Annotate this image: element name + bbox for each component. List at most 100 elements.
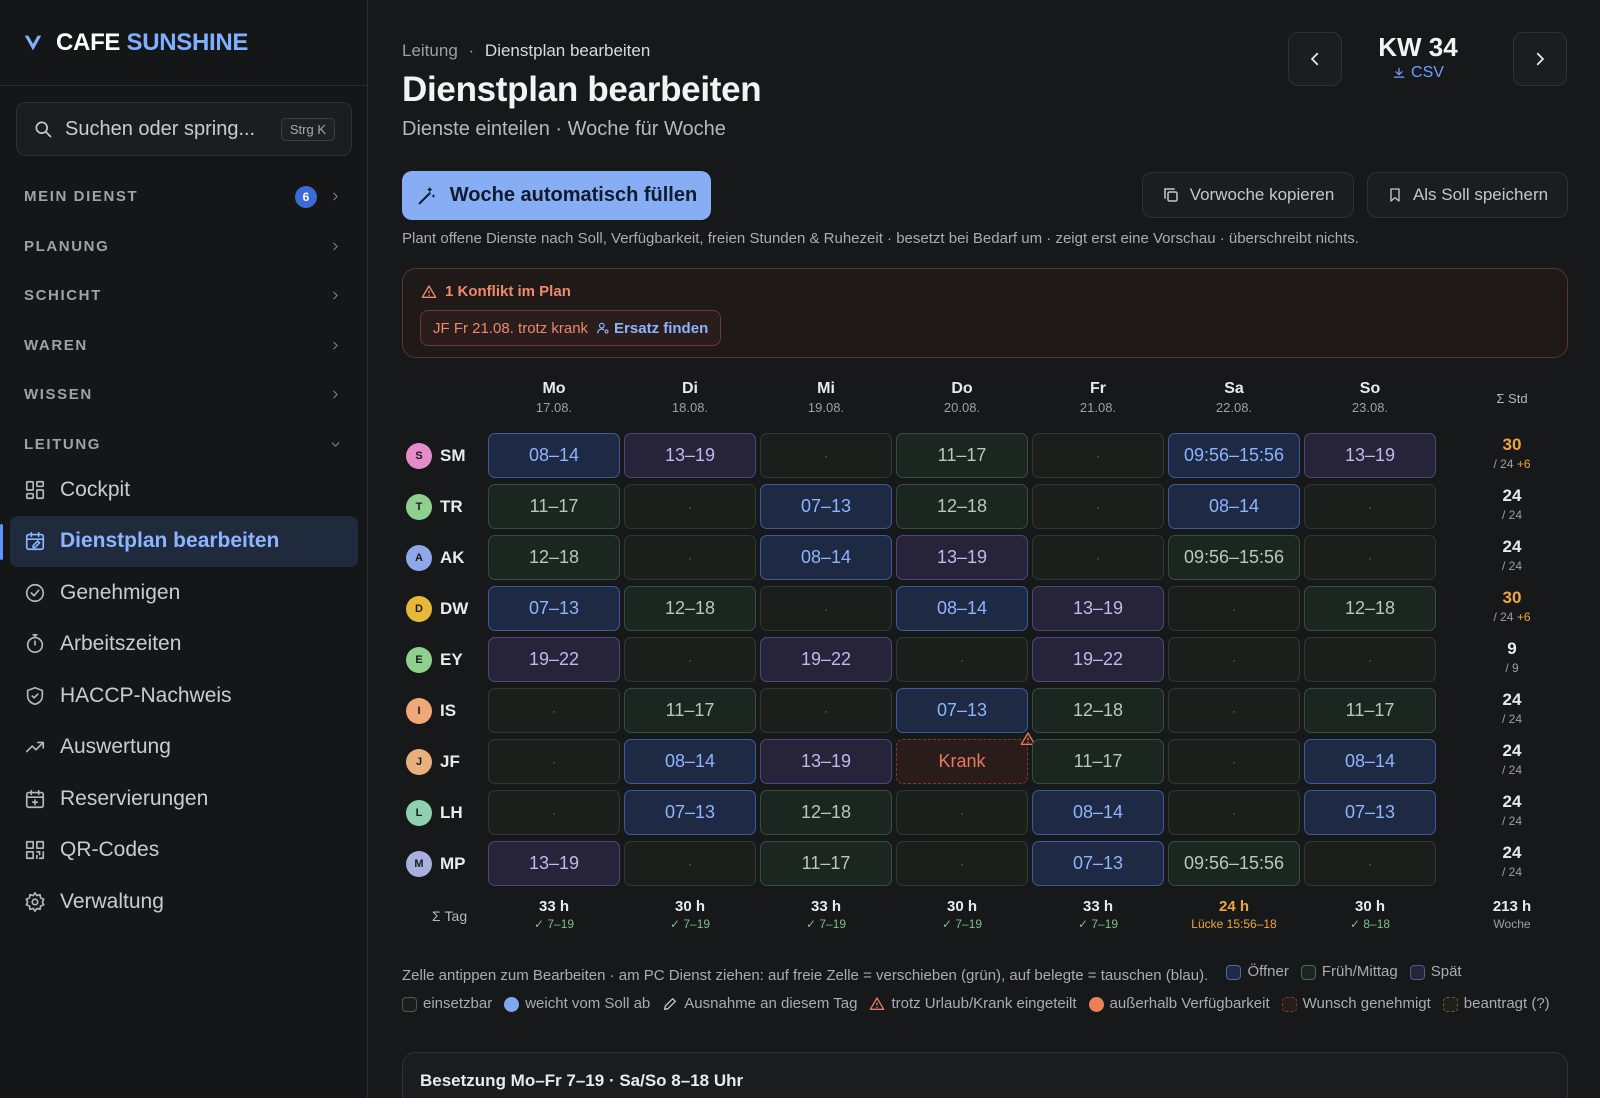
shift-cell[interactable]: · [1032,433,1164,478]
shift-cell[interactable]: · [760,688,892,733]
shift-cell[interactable]: · [624,841,756,886]
shift-cell[interactable]: · [896,637,1028,682]
sidebar-item-arbeitszeiten[interactable]: Arbeitszeiten [10,619,358,671]
shift-cell[interactable]: 09:56–15:56 [1168,841,1300,886]
save-as-target-button[interactable]: Als Soll speichern [1367,172,1568,218]
sidebar-item-verwaltung[interactable]: Verwaltung [10,876,358,928]
sidebar-item-haccp-nachweis[interactable]: HACCP-Nachweis [10,670,358,722]
sidebar-item-cockpit[interactable]: Cockpit [10,464,358,516]
employee-ey[interactable]: E EY [406,637,463,683]
employee-is[interactable]: I IS [406,688,456,734]
shift-cell[interactable]: · [1168,790,1300,835]
shift-cell[interactable]: 07–13 [624,790,756,835]
shift-cell[interactable]: 12–18 [488,535,620,580]
nav-section-leitung[interactable]: LEITUNG [0,420,368,470]
shift-cell[interactable]: 11–17 [488,484,620,529]
shift-cell[interactable]: · [624,535,756,580]
employee-lh[interactable]: L LH [406,790,463,836]
shift-cell[interactable]: · [1304,637,1436,682]
employee-jf[interactable]: J JF [406,739,460,785]
shift-cell[interactable]: 07–13 [1304,790,1436,835]
shift-cell[interactable]: 11–17 [1032,739,1164,784]
shift-cell[interactable]: · [1032,484,1164,529]
shift-cell[interactable]: 11–17 [624,688,756,733]
nav-section-mein-dienst[interactable]: MEIN DIENST 6 [0,172,368,222]
shift-cell[interactable]: 12–18 [1032,688,1164,733]
shift-cell[interactable]: · [624,637,756,682]
shift-cell[interactable]: 12–18 [896,484,1028,529]
shift-cell[interactable]: 11–17 [1304,688,1436,733]
shift-cell[interactable]: 09:56–15:56 [1168,433,1300,478]
sidebar-item-reservierungen[interactable]: Reservierungen [10,773,358,825]
shift-cell[interactable]: · [1304,535,1436,580]
nav-section-waren[interactable]: WAREN [0,321,368,371]
shift-cell[interactable]: 19–22 [488,637,620,682]
employee-dw[interactable]: D DW [406,586,468,632]
shift-cell[interactable]: · [896,790,1028,835]
shift-cell[interactable]: 08–14 [1304,739,1436,784]
shift-cell[interactable]: · [624,484,756,529]
shift-cell[interactable]: 13–19 [1304,433,1436,478]
breadcrumb-parent[interactable]: Leitung [402,41,458,60]
employee-sm[interactable]: S SM [406,433,466,479]
prev-week-button[interactable] [1288,32,1342,86]
shift-cell[interactable]: 07–13 [1032,841,1164,886]
shift-cell[interactable]: · [1168,739,1300,784]
shift-cell[interactable]: 11–17 [896,433,1028,478]
shift-cell[interactable]: · [488,688,620,733]
shift-cell[interactable]: · [760,586,892,631]
shift-cell[interactable]: 07–13 [760,484,892,529]
shift-cell[interactable]: 08–14 [1168,484,1300,529]
nav-section-schicht[interactable]: SCHICHT [0,271,368,321]
shift-cell[interactable]: · [1168,586,1300,631]
search-input[interactable]: Suchen oder spring... [65,117,256,140]
shift-cell[interactable]: 07–13 [896,688,1028,733]
employee-tr[interactable]: T TR [406,484,463,530]
shift-cell[interactable]: 09:56–15:56 [1168,535,1300,580]
conflict-item[interactable]: JF Fr 21.08. trotz krank Ersatz finden [420,310,722,346]
sidebar-item-label: Dienstplan bearbeiten [60,529,280,553]
nav-section-wissen[interactable]: WISSEN [0,370,368,420]
brand[interactable]: CAFE SUNSHINE [0,0,367,86]
shift-cell[interactable]: 13–19 [488,841,620,886]
shift-cell[interactable]: 07–13 [488,586,620,631]
shift-cell[interactable]: 13–19 [896,535,1028,580]
shift-cell[interactable]: · [488,739,620,784]
autofill-week-button[interactable]: Woche automatisch füllen [402,171,711,220]
search-box[interactable]: Suchen oder spring... Strg K [16,102,352,156]
shift-cell[interactable]: 08–14 [624,739,756,784]
shift-cell[interactable]: 12–18 [1304,586,1436,631]
shift-cell[interactable]: Krank [896,739,1028,784]
employee-ak[interactable]: A AK [406,535,465,581]
shift-cell[interactable]: · [1168,688,1300,733]
shift-cell[interactable]: · [1168,637,1300,682]
shift-cell[interactable]: 12–18 [760,790,892,835]
shift-cell[interactable]: 11–17 [760,841,892,886]
shift-cell[interactable]: 08–14 [896,586,1028,631]
copy-previous-week-button[interactable]: Vorwoche kopieren [1142,172,1354,218]
csv-download-link[interactable]: CSV [1358,64,1478,82]
shift-cell[interactable]: · [1032,535,1164,580]
sidebar-item-dienstplan-bearbeiten[interactable]: Dienstplan bearbeiten [0,515,358,567]
shift-cell[interactable]: 08–14 [1032,790,1164,835]
next-week-button[interactable] [1513,32,1567,86]
sidebar-item-auswertung[interactable]: Auswertung [10,722,358,774]
shift-cell[interactable]: 19–22 [760,637,892,682]
sidebar-item-qr-codes[interactable]: QR-Codes [10,825,358,877]
nav-section-planung[interactable]: PLANUNG [0,222,368,272]
shift-cell[interactable]: 13–19 [1032,586,1164,631]
shift-cell[interactable]: 08–14 [760,535,892,580]
shift-cell[interactable]: 19–22 [1032,637,1164,682]
shift-cell[interactable]: · [760,433,892,478]
find-replacement-link[interactable]: Ersatz finden [596,320,708,337]
shift-cell[interactable]: · [896,841,1028,886]
shift-cell[interactable]: · [488,790,620,835]
shift-cell[interactable]: · [1304,841,1436,886]
shift-cell[interactable]: 13–19 [624,433,756,478]
employee-mp[interactable]: M MP [406,841,466,887]
shift-cell[interactable]: 12–18 [624,586,756,631]
shift-cell[interactable]: 13–19 [760,739,892,784]
shift-cell[interactable]: · [1304,484,1436,529]
shift-cell[interactable]: 08–14 [488,433,620,478]
sidebar-item-genehmigen[interactable]: Genehmigen [10,567,358,619]
